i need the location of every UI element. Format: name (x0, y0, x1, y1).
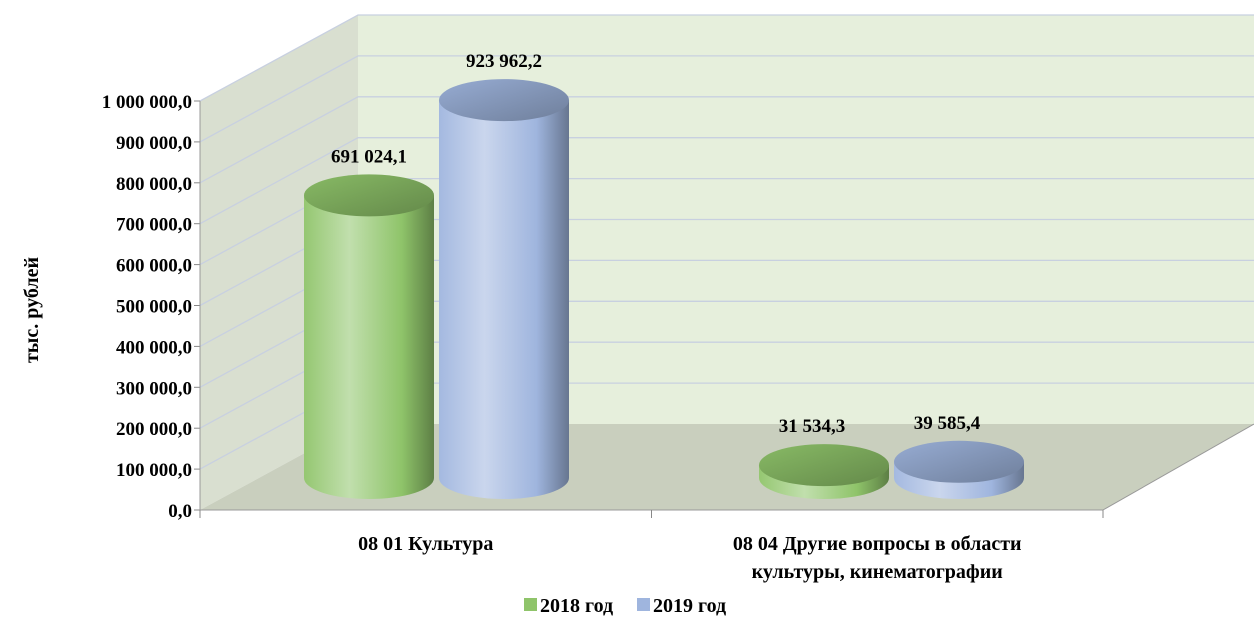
data-label: 923 962,2 (466, 51, 542, 72)
legend-label: 2018 год (540, 595, 613, 617)
bar-2019-cat-1 (439, 79, 569, 499)
category-labels: 08 01 Культура 08 04 Другие вопросы в обл… (358, 533, 1021, 583)
y-axis-label: тыс. рублей (21, 257, 43, 363)
category-label: 08 01 Культура (358, 533, 493, 555)
axes: 0,0 100 000,0 200 000,0 300 000,0 400 000,0 5… (102, 92, 1254, 522)
category-label: 08 04 Другие вопросы в области (733, 533, 1022, 555)
gridline (199, 55, 1254, 143)
y-tick-label: 500 000,0 (116, 297, 192, 318)
y-tick-label: 0,0 (168, 501, 192, 522)
data-label: 31 534,3 (779, 416, 846, 437)
bar-top (304, 174, 434, 217)
y-tick-label: 700 000,0 (116, 215, 192, 236)
gridline (199, 137, 1254, 225)
bars (304, 79, 1024, 499)
legend-swatch (637, 598, 650, 611)
bar-top (759, 444, 889, 487)
gridline (199, 14, 1254, 102)
y-tick-label: 300 000,0 (116, 378, 192, 399)
bar-2018-cat-2 (759, 444, 889, 499)
legend: 2018 год 2019 год (524, 595, 726, 617)
data-label: 39 585,4 (914, 413, 981, 434)
bar-top (894, 440, 1024, 483)
bar-body (304, 195, 434, 499)
y-tick-label: 1 000 000,0 (102, 92, 192, 113)
y-tick-label: 100 000,0 (116, 460, 192, 481)
y-tick-label: 800 000,0 (116, 174, 192, 195)
data-label: 691 024,1 (331, 146, 407, 167)
bar-2018-cat-1 (304, 174, 434, 499)
bar-body (439, 100, 569, 499)
y-tick-label: 900 000,0 (116, 133, 192, 154)
bar-top (439, 79, 569, 122)
legend-label: 2019 год (653, 595, 726, 617)
floor-edge (1102, 423, 1254, 511)
legend-swatch (524, 598, 537, 611)
gridline (199, 96, 1254, 184)
data-labels: 691 024,1 923 962,2 31 534,3 39 585,4 (331, 51, 981, 437)
y-tick-label: 600 000,0 (116, 256, 192, 277)
category-label: культуры, кинематографии (752, 561, 1003, 583)
y-tick-label: 400 000,0 (116, 337, 192, 358)
bar-2019-cat-2 (894, 440, 1024, 499)
y-tick-label: 200 000,0 (116, 419, 192, 440)
